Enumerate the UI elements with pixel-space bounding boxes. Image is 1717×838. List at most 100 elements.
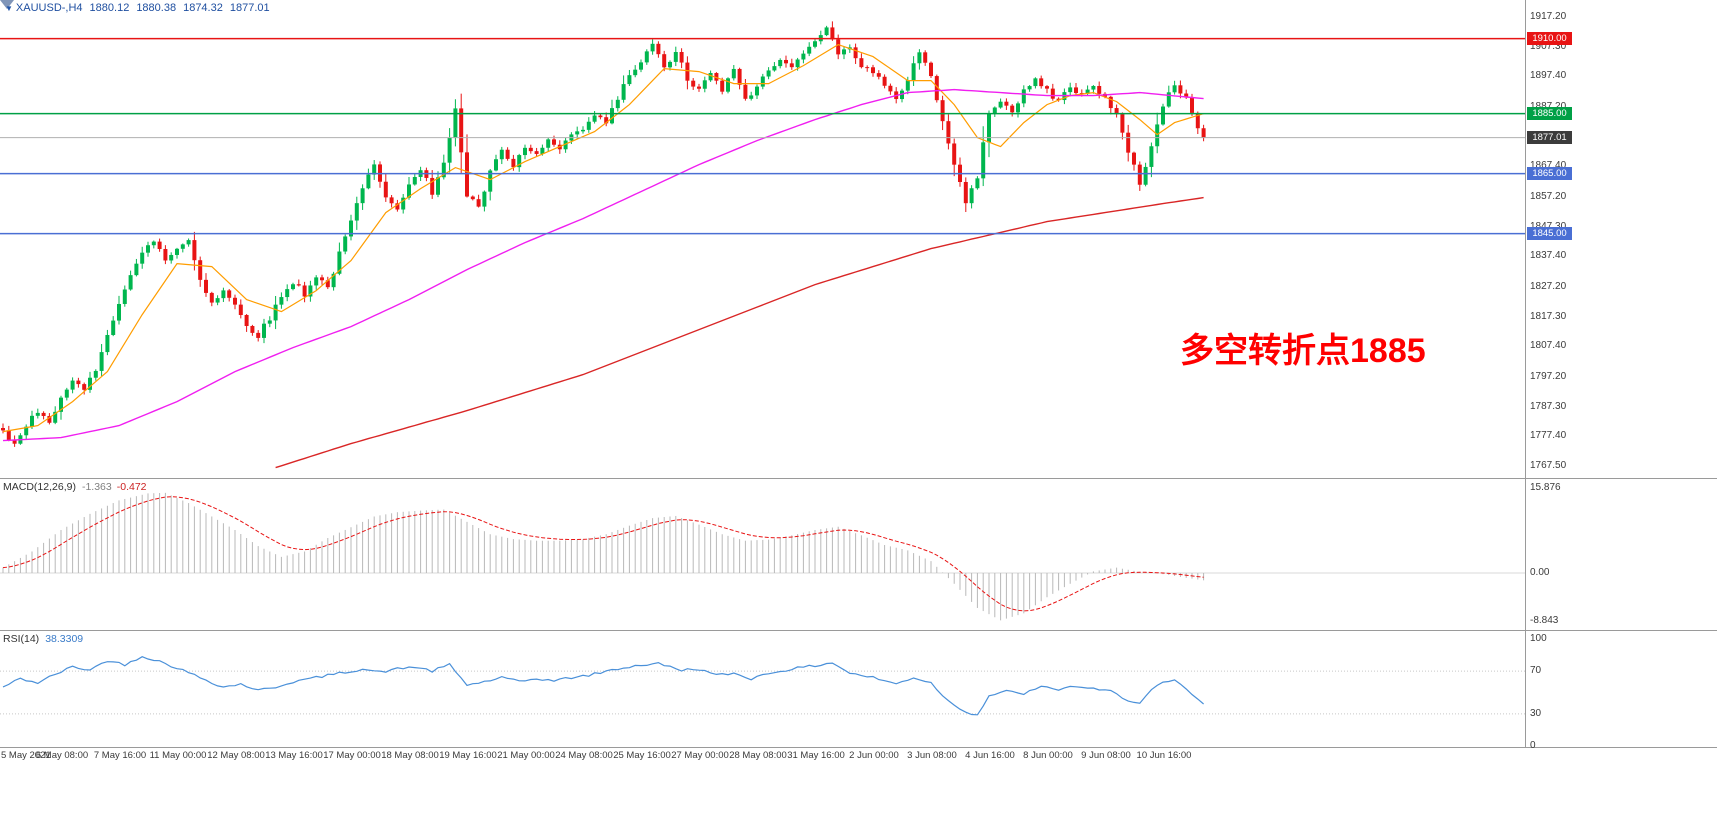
price-tick-label: 1817.30: [1530, 310, 1567, 322]
candle-body: [157, 241, 162, 250]
candle-body: [140, 252, 145, 264]
candle-body: [35, 412, 40, 416]
candle-body: [1155, 124, 1160, 147]
candle-body: [685, 62, 690, 81]
candle-body: [204, 279, 208, 293]
macd-indicator-label: MACD(12,26,9) -1.363 -0.472: [3, 481, 147, 493]
candle-body: [1114, 108, 1119, 115]
candle-body: [146, 245, 150, 253]
chart-shift-marker-icon[interactable]: [0, 0, 14, 9]
candle-body: [128, 275, 133, 290]
candle-body: [256, 332, 261, 338]
candle-body: [250, 326, 255, 333]
candle-body: [1097, 85, 1102, 94]
macd-value-signal: -0.472: [116, 481, 147, 493]
candle-body: [459, 108, 464, 153]
candle-body: [552, 139, 556, 145]
candle-body: [1178, 85, 1183, 94]
candle-body: [644, 51, 649, 63]
candle-body: [447, 137, 452, 163]
candle-body: [1201, 128, 1206, 138]
price-tick-label: 1797.20: [1530, 371, 1567, 382]
candle-body: [888, 85, 893, 92]
candle-body: [1010, 105, 1015, 113]
candle-body: [117, 303, 121, 321]
candle-body: [262, 323, 266, 338]
candle-body: [726, 78, 730, 92]
candle-body: [633, 69, 638, 76]
price-badge-1845.00[interactable]: 1845.00: [1527, 227, 1572, 241]
candle-body: [1195, 112, 1200, 129]
time-axis-label: 12 May 08:00: [207, 750, 265, 761]
chart-annotation-text[interactable]: 多空转折点1885: [1180, 332, 1426, 370]
candle-body: [720, 80, 725, 92]
candle-body: [662, 54, 667, 68]
symbol-ohlc-header: ▼ XAUUSD-,H4 1880.12 1880.38 1874.32 1877.01: [5, 2, 270, 14]
candle-body: [343, 236, 348, 252]
candle-body: [1027, 86, 1032, 90]
candle-body: [801, 53, 806, 60]
candle-body: [465, 152, 469, 197]
price-badge-1885.00[interactable]: 1885.00: [1527, 107, 1572, 121]
candle-body: [99, 352, 104, 371]
rsi-panel: [0, 656, 1525, 716]
candle-body: [917, 52, 922, 64]
candle-body: [859, 58, 864, 68]
rsi-value: 38.3309: [45, 633, 84, 645]
price-tick-label: 1857.20: [1530, 191, 1567, 202]
candle-body: [998, 101, 1003, 108]
price-badge-1865.00[interactable]: 1865.00: [1527, 167, 1572, 181]
candle-body: [53, 411, 58, 423]
time-axis-label: 18 May 08:00: [381, 750, 439, 761]
candle-body: [987, 113, 991, 143]
time-axis-label: 19 May 16:00: [439, 750, 497, 761]
candle-body: [354, 203, 359, 221]
candle-body: [830, 27, 835, 40]
candle-body: [412, 176, 417, 185]
candle-body: [528, 147, 533, 152]
candle-body: [813, 41, 817, 47]
candle-body: [621, 84, 626, 100]
candle-body: [760, 76, 765, 87]
candle-body: [1120, 114, 1125, 133]
candle-body: [940, 100, 945, 122]
candle-body: [673, 52, 678, 62]
candle-body: [876, 73, 881, 77]
candle-body: [934, 76, 939, 101]
candle-body: [279, 297, 284, 305]
candle-body: [691, 80, 696, 87]
candle-body: [946, 121, 951, 144]
candle-body: [180, 244, 185, 249]
time-axis-label: 5 May 2021: [1, 750, 51, 761]
candle-body: [772, 66, 777, 71]
candle-body: [905, 80, 910, 91]
candle-body: [76, 380, 81, 385]
candle-body: [505, 149, 510, 159]
price-tick-label: 1847.30: [1530, 221, 1566, 233]
candle-body: [795, 59, 800, 68]
price-badge-1877.01: 1877.01: [1527, 131, 1572, 145]
candle-body: [766, 70, 771, 77]
candle-body: [70, 380, 75, 390]
candle-body: [540, 147, 545, 154]
candle-body: [1126, 132, 1131, 153]
candle-body: [209, 292, 214, 303]
price-tick-label: 1897.40: [1530, 70, 1567, 82]
candle-body: [517, 155, 522, 168]
price-badge-1910.00[interactable]: 1910.00: [1527, 32, 1572, 46]
candle-body: [929, 62, 933, 77]
time-axis-label: 13 May 16:00: [265, 750, 323, 761]
rsi-indicator-label: RSI(14) 38.3309: [3, 633, 83, 645]
symbol-marker-icon: ▼: [5, 4, 13, 13]
candle-body: [586, 121, 591, 130]
rsi-name: RSI(14): [3, 633, 40, 645]
candle-body: [30, 415, 34, 427]
candle-body: [186, 240, 191, 245]
candle-body: [708, 73, 713, 81]
rsi-line: [2, 656, 1204, 716]
candle-body: [702, 80, 707, 89]
candle-body: [163, 249, 168, 261]
candle-body: [523, 147, 527, 156]
ohlc-low: 1874.32: [183, 2, 223, 14]
